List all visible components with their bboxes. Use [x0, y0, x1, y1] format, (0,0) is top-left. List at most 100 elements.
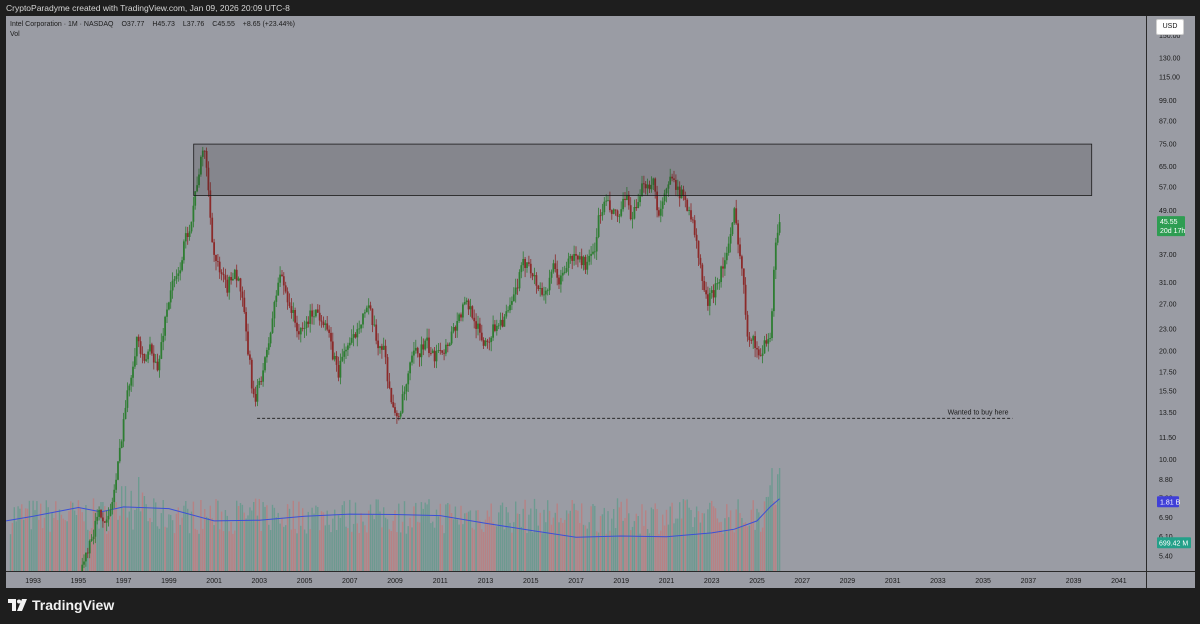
- volume-bar: [90, 528, 93, 571]
- volume-bar: [330, 532, 332, 571]
- volume-bar: [204, 509, 206, 571]
- candle-body: [124, 407, 127, 420]
- volume-bar: [462, 524, 464, 571]
- candle-body: [264, 357, 266, 371]
- volume-bar: [264, 506, 266, 571]
- candle-body: [769, 338, 771, 339]
- candle-body: [675, 180, 677, 190]
- volume-bar: [677, 518, 679, 571]
- price-tick-label: 87.00: [1159, 118, 1177, 125]
- volume-bar: [121, 486, 123, 571]
- candle-body: [482, 340, 485, 346]
- candle-body: [256, 385, 259, 402]
- volume-bar: [433, 527, 436, 571]
- volume-bar: [622, 520, 624, 571]
- candle-body: [122, 419, 125, 442]
- candle-body: [207, 167, 210, 191]
- candle-body: [629, 205, 632, 219]
- volume-bar: [145, 504, 147, 571]
- candle-body: [88, 540, 91, 554]
- chart-area[interactable]: Wanted to buy here Intel Corporation · 1…: [6, 16, 1146, 571]
- candle-body: [152, 353, 155, 363]
- candle-body: [411, 355, 413, 363]
- candle-body: [426, 337, 428, 341]
- price-tick-label: 115.00: [1159, 75, 1180, 82]
- volume-bar: [156, 526, 159, 571]
- candles: [81, 146, 781, 571]
- volume-bar: [390, 531, 392, 571]
- price-tick-label: 5.40: [1159, 553, 1173, 560]
- volume-bar: [690, 510, 692, 571]
- volume-bar: [356, 523, 358, 571]
- volume-bar: [530, 508, 532, 571]
- candle-body: [83, 561, 85, 565]
- candle-body: [607, 200, 609, 202]
- candle-body: [701, 264, 704, 281]
- candle-body: [117, 461, 119, 480]
- volume-bar: [447, 503, 449, 571]
- candle-body: [305, 321, 308, 328]
- volume-bar: [354, 502, 357, 571]
- volume-bar: [428, 499, 430, 571]
- time-axis[interactable]: 1993 1995 1997 1999 2001 2003 2005 2007 2009 2011…: [6, 571, 1146, 588]
- candle-body: [441, 350, 444, 353]
- candle-body: [446, 344, 449, 346]
- volume-bar: [665, 509, 668, 571]
- volume-bar: [724, 518, 726, 571]
- candle-body: [603, 201, 606, 213]
- volume-bar: [138, 477, 140, 571]
- resistance-zone-box: [193, 143, 1093, 196]
- time-tick-label: 2007: [342, 578, 358, 585]
- volume-bar: [571, 500, 573, 571]
- volume-bar: [467, 511, 470, 571]
- volume-bar: [317, 507, 319, 571]
- candle-body: [111, 502, 114, 510]
- candle-body: [748, 336, 751, 341]
- chart-canvas[interactable]: Wanted to buy here: [6, 16, 1146, 571]
- volume-bar: [722, 533, 724, 571]
- candle-body: [228, 277, 231, 293]
- volume-bar: [579, 523, 581, 571]
- candle-body: [356, 329, 359, 338]
- candle-body: [479, 323, 481, 333]
- price-axis[interactable]: 150.00 130.00 115.00 99.00 87.00 75.00 65.00 57…: [1146, 16, 1195, 571]
- volume-bar: [524, 499, 526, 571]
- volume-bar: [552, 517, 555, 571]
- candle-body: [281, 274, 283, 277]
- candle-body: [118, 447, 121, 462]
- volume-bar: [752, 500, 754, 571]
- volume-bar: [426, 504, 428, 571]
- candle-body: [266, 350, 268, 358]
- volume-bar: [153, 498, 155, 571]
- volume-bar: [575, 510, 577, 571]
- candle-body: [130, 377, 133, 386]
- candle-body: [431, 350, 434, 354]
- volume-ma-badge: [1157, 496, 1179, 508]
- candle-body: [656, 191, 658, 211]
- volume-bar: [733, 532, 735, 571]
- time-tick-label: 1995: [71, 578, 87, 585]
- volume-bar: [283, 526, 285, 571]
- volume-bar: [516, 513, 519, 571]
- volume-bar: [443, 533, 445, 571]
- currency-button[interactable]: USD: [1156, 19, 1184, 35]
- volume-bar: [656, 509, 658, 571]
- candle-body: [631, 218, 634, 220]
- close-value: C45.55: [212, 21, 235, 28]
- volume-bar: [286, 504, 289, 571]
- volume-bar: [535, 508, 538, 571]
- tradingview-logo[interactable]: TradingView: [8, 597, 114, 613]
- volume-bar: [369, 504, 372, 571]
- volume-bar: [60, 514, 63, 571]
- volume-bar: [373, 519, 375, 571]
- candle-body: [360, 324, 362, 329]
- candle-body: [141, 353, 144, 355]
- volume-bar: [41, 528, 44, 571]
- volume-bar: [294, 528, 296, 571]
- time-tick-label: 2031: [885, 578, 901, 585]
- volume-bar: [405, 533, 408, 571]
- volume-bar: [577, 510, 579, 571]
- volume-bar: [249, 507, 251, 571]
- volume-bar: [377, 499, 379, 571]
- volume-bar: [533, 498, 536, 571]
